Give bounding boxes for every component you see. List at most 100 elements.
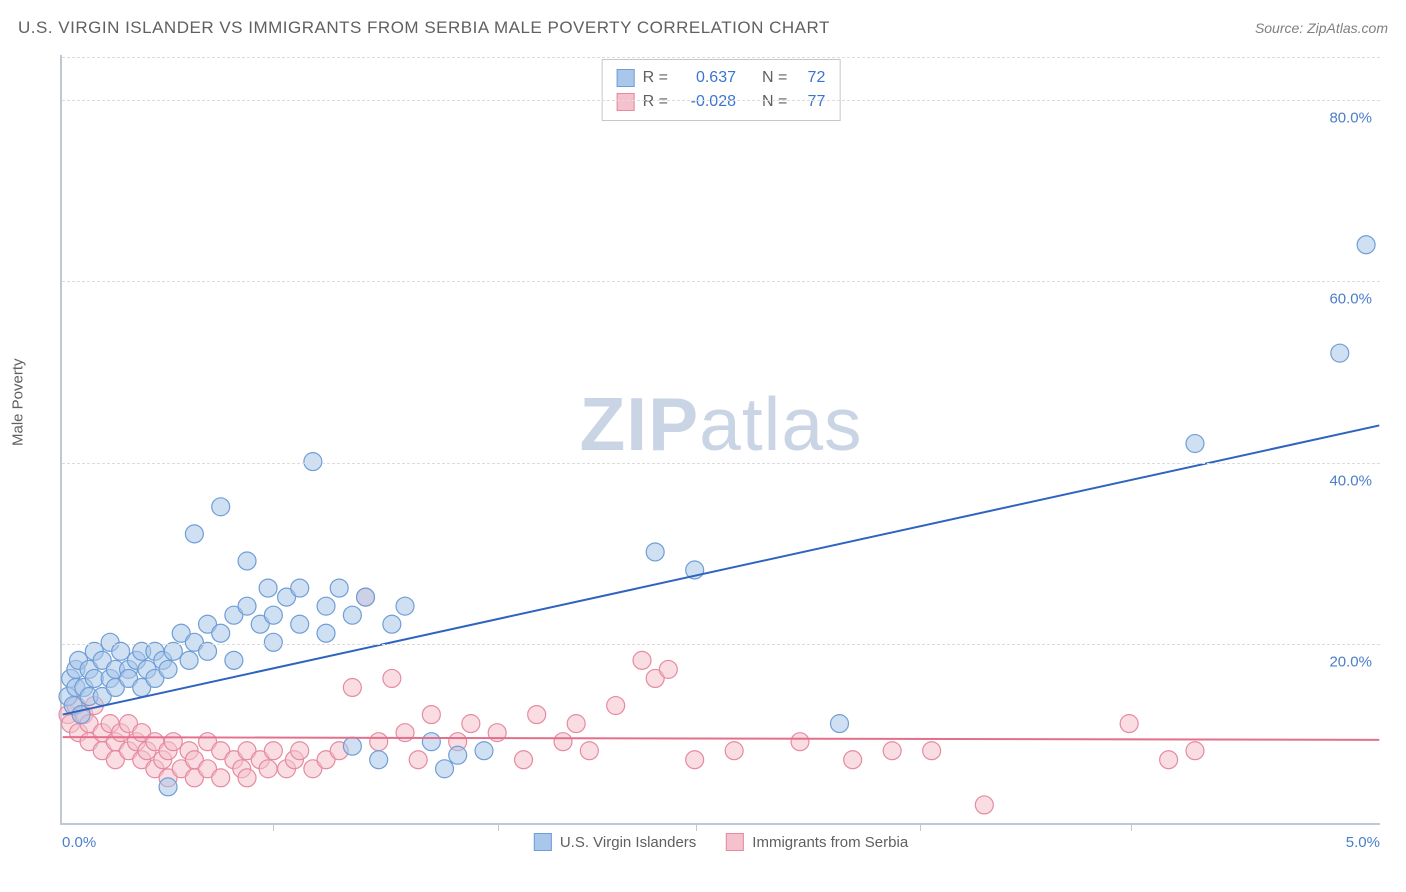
data-point-usvi: [304, 453, 322, 471]
data-point-serbia: [1186, 742, 1204, 760]
data-point-serbia: [370, 733, 388, 751]
data-point-usvi: [831, 715, 849, 733]
data-point-usvi: [330, 579, 348, 597]
data-point-serbia: [844, 751, 862, 769]
data-point-usvi: [112, 642, 130, 660]
data-point-serbia: [343, 678, 361, 696]
data-point-usvi: [1357, 236, 1375, 254]
legend-row-usvi: R = 0.637 N = 72: [617, 66, 826, 90]
data-point-usvi: [370, 751, 388, 769]
x-axis-min-label: 0.0%: [62, 834, 96, 851]
data-point-usvi: [396, 597, 414, 615]
plot-area: ZIPatlas R = 0.637 N = 72 R = -0.028 N =…: [60, 55, 1380, 825]
data-point-usvi: [259, 579, 277, 597]
y-axis-label: Male Poverty: [10, 358, 27, 446]
legend-item-serbia: Immigrants from Serbia: [726, 833, 908, 851]
gridline: [62, 281, 1380, 282]
data-point-serbia: [883, 742, 901, 760]
swatch-usvi-icon: [534, 833, 552, 851]
data-point-usvi: [164, 642, 182, 660]
data-point-serbia: [396, 724, 414, 742]
x-tick-mark: [273, 823, 274, 831]
data-point-usvi: [264, 633, 282, 651]
data-point-serbia: [264, 742, 282, 760]
data-point-usvi: [264, 606, 282, 624]
data-point-serbia: [259, 760, 277, 778]
gridline: [62, 57, 1380, 58]
data-point-serbia: [515, 751, 533, 769]
data-point-usvi: [343, 606, 361, 624]
x-tick-mark: [920, 823, 921, 831]
data-point-usvi: [185, 525, 203, 543]
data-point-serbia: [686, 751, 704, 769]
x-tick-mark: [1131, 823, 1132, 831]
data-point-serbia: [607, 697, 625, 715]
x-tick-mark: [498, 823, 499, 831]
data-point-usvi: [159, 778, 177, 796]
data-point-usvi: [291, 579, 309, 597]
data-point-usvi: [475, 742, 493, 760]
data-point-serbia: [212, 769, 230, 787]
chart-title: U.S. VIRGIN ISLANDER VS IMMIGRANTS FROM …: [18, 18, 830, 38]
data-point-serbia: [1120, 715, 1138, 733]
data-point-usvi: [383, 615, 401, 633]
gridline: [62, 644, 1380, 645]
source-attribution: Source: ZipAtlas.com: [1255, 20, 1388, 36]
data-point-serbia: [580, 742, 598, 760]
scatter-svg: [62, 55, 1380, 823]
y-tick-label: 60.0%: [1329, 291, 1372, 308]
correlation-legend: R = 0.637 N = 72 R = -0.028 N = 77: [602, 59, 841, 121]
data-point-usvi: [199, 642, 217, 660]
data-point-usvi: [180, 651, 198, 669]
data-point-usvi: [1186, 435, 1204, 453]
data-point-usvi: [225, 651, 243, 669]
trend-line-usvi: [63, 425, 1380, 714]
data-point-serbia: [291, 742, 309, 760]
swatch-serbia-icon: [726, 833, 744, 851]
data-point-usvi: [343, 737, 361, 755]
legend-row-serbia: R = -0.028 N = 77: [617, 90, 826, 114]
data-point-serbia: [659, 660, 677, 678]
y-tick-label: 20.0%: [1329, 653, 1372, 670]
data-point-usvi: [436, 760, 454, 778]
data-point-serbia: [383, 669, 401, 687]
data-point-usvi: [357, 588, 375, 606]
data-point-serbia: [462, 715, 480, 733]
swatch-serbia: [617, 93, 635, 111]
data-point-usvi: [291, 615, 309, 633]
data-point-usvi: [159, 660, 177, 678]
gridline: [62, 100, 1380, 101]
data-point-usvi: [238, 552, 256, 570]
x-axis-max-label: 5.0%: [1346, 834, 1380, 851]
y-tick-label: 40.0%: [1329, 472, 1372, 489]
data-point-usvi: [212, 624, 230, 642]
data-point-serbia: [791, 733, 809, 751]
y-tick-label: 80.0%: [1329, 110, 1372, 127]
data-point-serbia: [409, 751, 427, 769]
data-point-usvi: [1331, 344, 1349, 362]
data-point-serbia: [1160, 751, 1178, 769]
series-legend: U.S. Virgin Islanders Immigrants from Se…: [534, 833, 908, 851]
data-point-usvi: [422, 733, 440, 751]
data-point-serbia: [633, 651, 651, 669]
data-point-serbia: [554, 733, 572, 751]
trend-line-serbia: [63, 737, 1380, 740]
data-point-serbia: [725, 742, 743, 760]
gridline: [62, 463, 1380, 464]
data-point-serbia: [422, 706, 440, 724]
data-point-usvi: [238, 597, 256, 615]
data-point-serbia: [528, 706, 546, 724]
data-point-usvi: [317, 624, 335, 642]
data-point-usvi: [212, 498, 230, 516]
data-point-usvi: [317, 597, 335, 615]
data-point-serbia: [923, 742, 941, 760]
data-point-usvi: [449, 746, 467, 764]
swatch-usvi: [617, 69, 635, 87]
data-point-usvi: [646, 543, 664, 561]
legend-item-usvi: U.S. Virgin Islanders: [534, 833, 696, 851]
data-point-serbia: [975, 796, 993, 814]
data-point-serbia: [164, 733, 182, 751]
data-point-serbia: [238, 769, 256, 787]
x-tick-mark: [696, 823, 697, 831]
data-point-serbia: [567, 715, 585, 733]
